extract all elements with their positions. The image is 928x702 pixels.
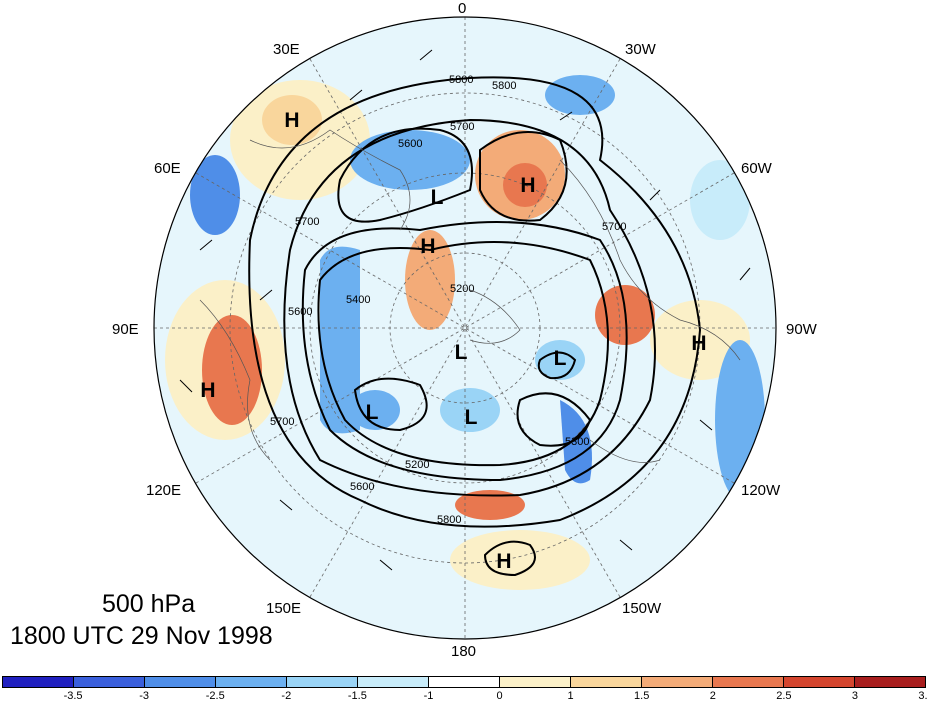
high-center-label: H <box>200 379 215 402</box>
colorbar-tick-label: -1 <box>423 690 434 702</box>
lon-label-150e: 150E <box>266 600 302 617</box>
lon-label-0: 0 <box>458 0 467 17</box>
coastlines <box>199 129 741 463</box>
low-center-label: L <box>431 186 444 209</box>
map-boundary <box>153 16 777 640</box>
colorbar-tick-label: -1.5 <box>347 690 367 702</box>
colorbar-tick-label: -3.5 <box>63 690 83 702</box>
low-center-label: L <box>366 401 379 424</box>
lon-label-180: 180 <box>451 643 477 660</box>
high-center-label: H <box>496 550 511 573</box>
high-center-label: H <box>691 332 706 355</box>
low-center-label: L <box>554 347 567 370</box>
contour-label: 5200 <box>450 283 474 295</box>
colorbar-cell <box>571 677 642 687</box>
colorbar-tick-label: 3 <box>851 690 858 702</box>
colorbar-tick-label: -2 <box>281 690 292 702</box>
colorbar-cell <box>500 677 571 687</box>
contour-label: 5700 <box>295 216 319 228</box>
high-center-label: H <box>520 174 535 197</box>
colorbar-cell <box>145 677 216 687</box>
contour-label: 5700 <box>450 121 474 133</box>
lon-label-60e: 60E <box>154 160 181 177</box>
colorbar-tick-label: -2.5 <box>205 690 225 702</box>
lon-label-90e: 90E <box>112 321 139 338</box>
low-center-label: L <box>465 406 478 429</box>
colorbar-cell <box>3 677 74 687</box>
contour-label: 5300 <box>565 436 589 448</box>
colorbar <box>2 676 926 688</box>
lon-label-120w: 120W <box>741 482 781 499</box>
colorbar-tick-label: -3 <box>139 690 150 702</box>
lon-label-150w: 150W <box>622 600 662 617</box>
colorbar-tick-label: 1 <box>567 690 574 702</box>
contour-labels: 5800 5800 5700 5600 5700 5600 5400 5200 … <box>270 74 626 526</box>
colorbar-cell <box>287 677 358 687</box>
colorbar-tick-label: 2.5 <box>776 690 792 702</box>
contour-label: 5800 <box>437 514 461 526</box>
contour-label: 5600 <box>350 481 374 493</box>
lon-label-90w: 90W <box>786 321 817 338</box>
high-center-label: H <box>420 235 435 258</box>
low-center-label: L <box>455 341 468 364</box>
colorbar-cell <box>784 677 855 687</box>
contour-label: 5800 <box>492 80 516 92</box>
colorbar-cell <box>216 677 287 687</box>
wind-barbs <box>179 49 751 571</box>
lon-label-30w: 30W <box>625 41 656 58</box>
valid-time-title: 1800 UTC 29 Nov 1998 <box>10 622 273 650</box>
high-center-label: H <box>284 109 299 132</box>
contour-label: 5800 <box>449 74 473 86</box>
contour-label: 5200 <box>405 459 429 471</box>
contour-label: 5400 <box>346 294 370 306</box>
lon-label-60w: 60W <box>741 160 772 177</box>
contour-label: 5600 <box>288 306 312 318</box>
contour-label: 5700 <box>270 416 294 428</box>
colorbar-cell <box>642 677 713 687</box>
height-contours <box>248 76 702 577</box>
pressure-level-title: 500 hPa <box>102 590 196 618</box>
colorbar-tick-label: 2 <box>709 690 716 702</box>
colorbar-cell <box>855 677 925 687</box>
lon-label-30e: 30E <box>273 41 300 58</box>
colorbar-cell <box>429 677 500 687</box>
contour-label: 5700 <box>602 221 626 233</box>
colorbar-tick-label: 3.5 <box>918 690 928 702</box>
colorbar-tick-label: 0 <box>496 690 503 702</box>
colorbar-cell <box>713 677 784 687</box>
colorbar-cell <box>74 677 145 687</box>
lon-label-120e: 120E <box>146 482 182 499</box>
colorbar-tick-label: 1.5 <box>634 690 650 702</box>
pressure-centers: H H H H H H L L L L L <box>200 109 706 573</box>
colorbar-cell <box>358 677 429 687</box>
contour-label: 5600 <box>398 138 422 150</box>
